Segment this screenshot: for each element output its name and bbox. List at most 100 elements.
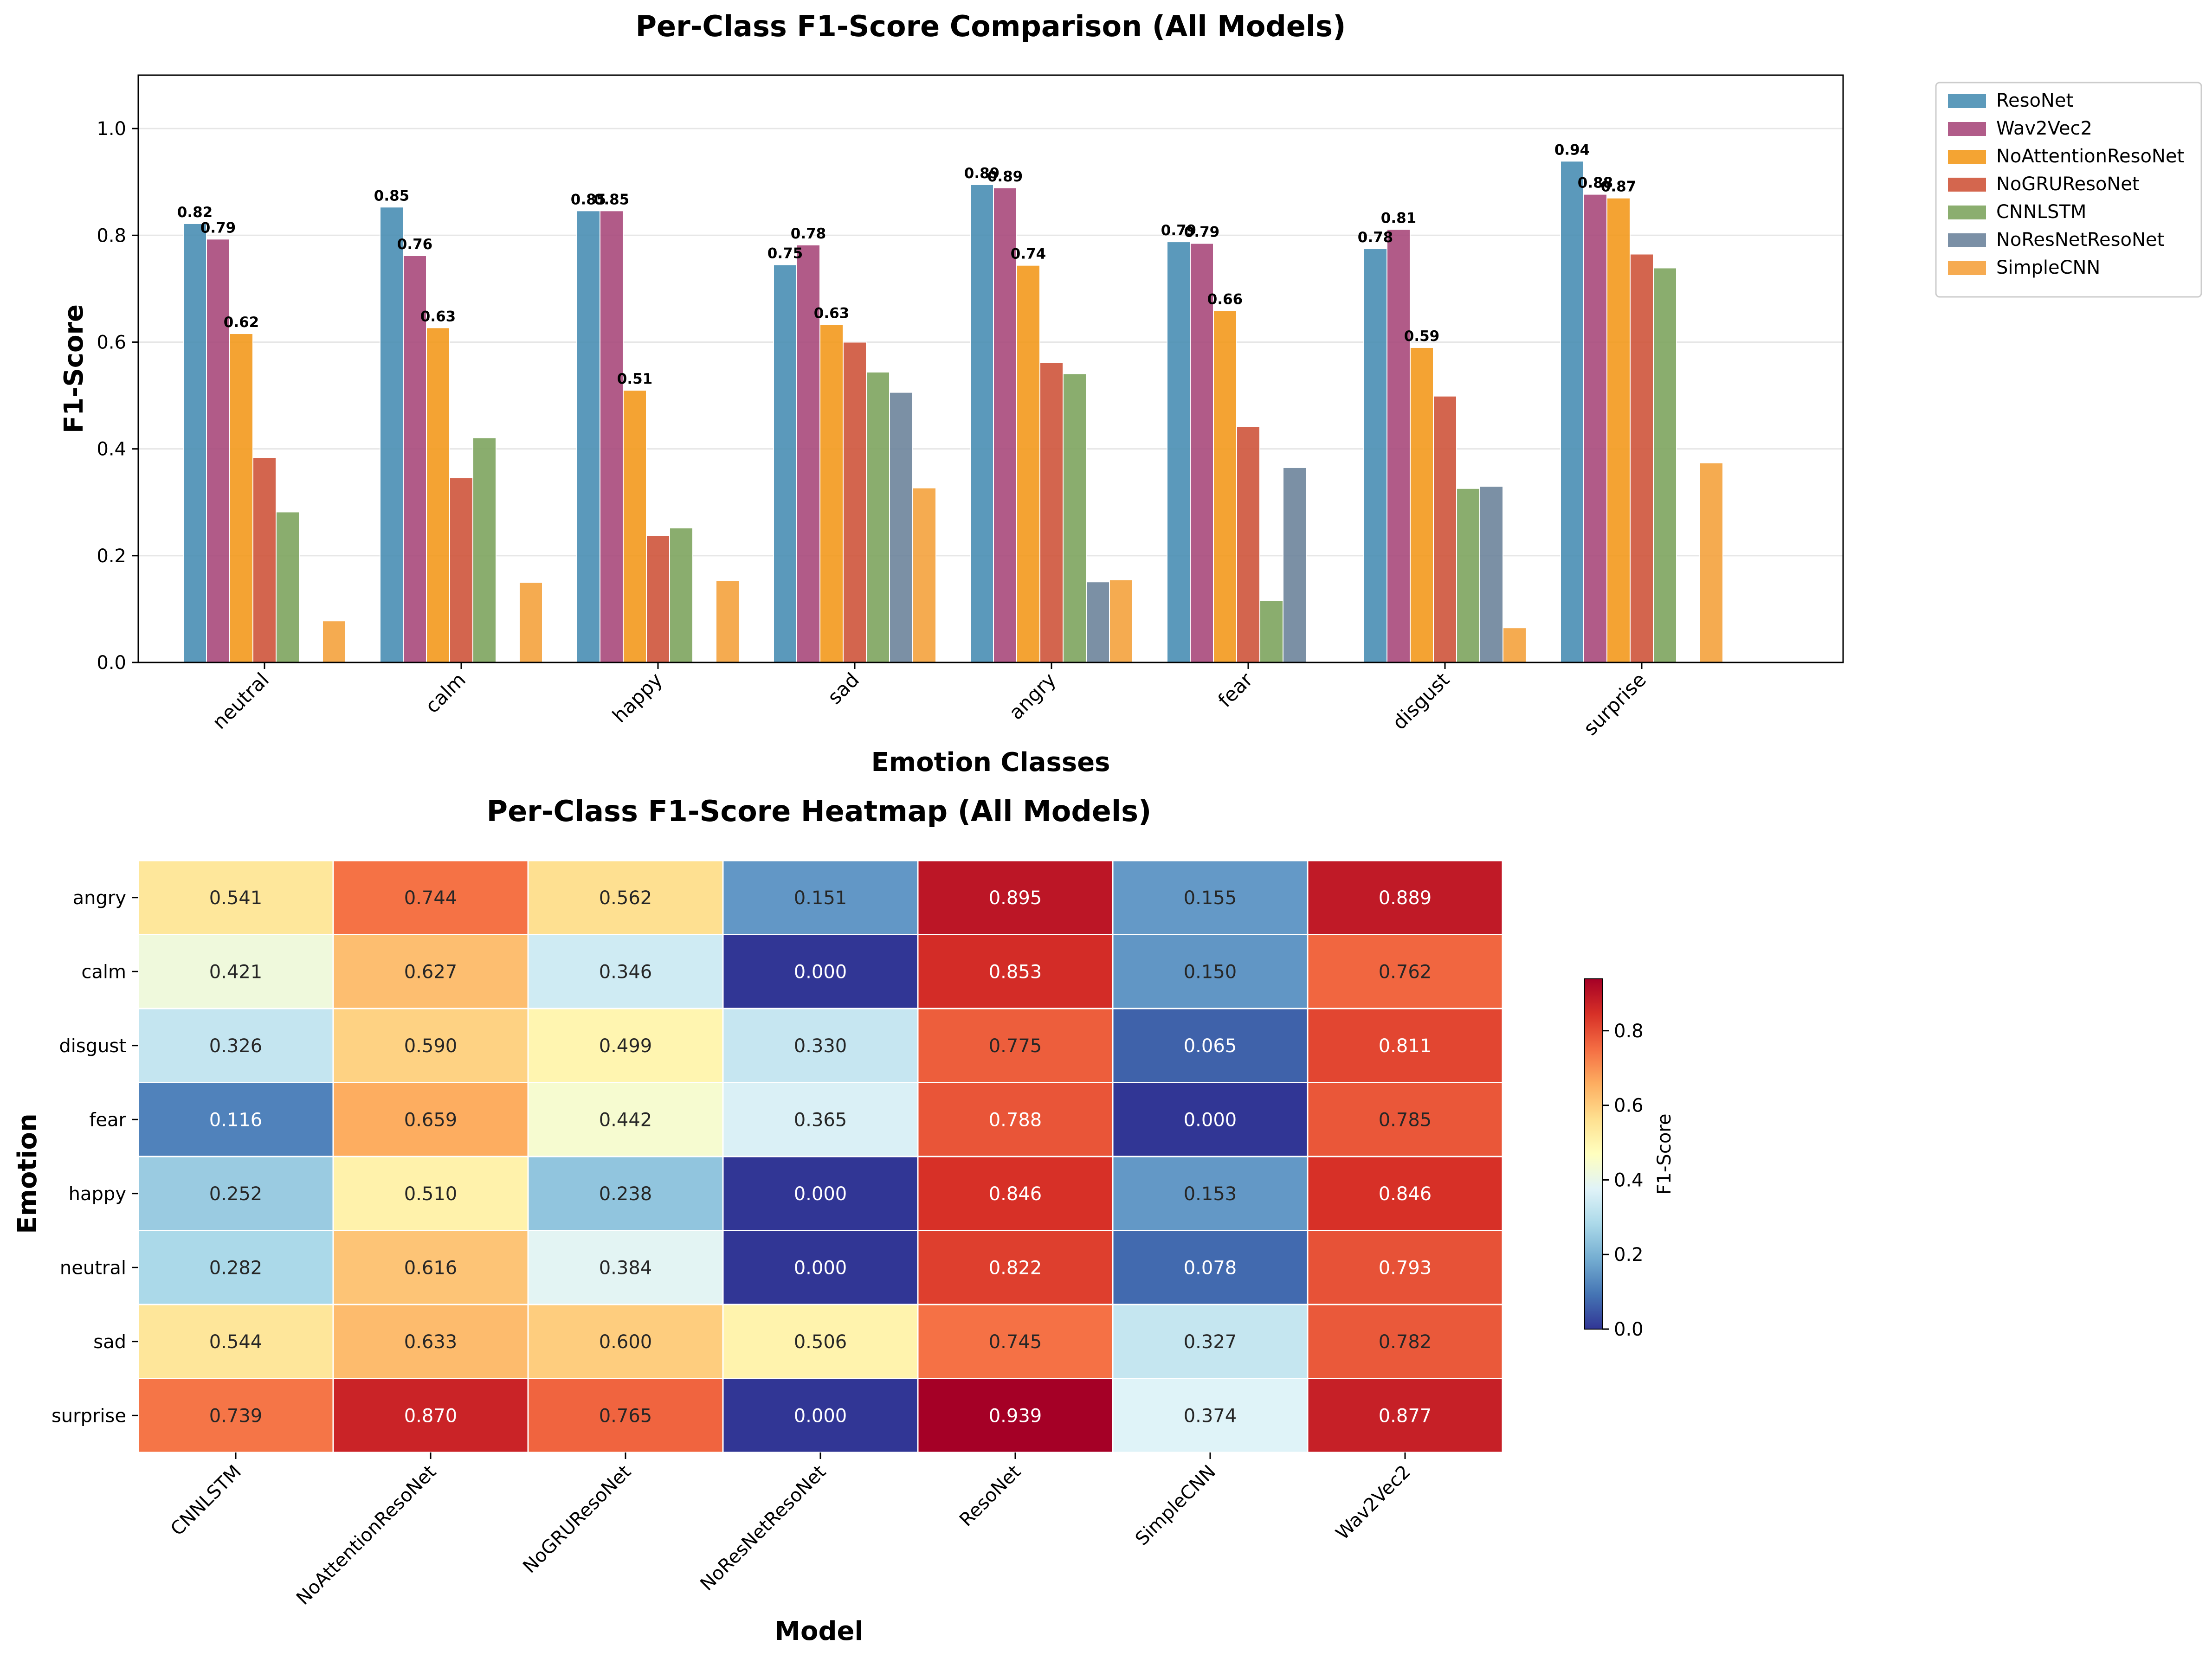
heatmap-chart: Per-Class F1-Score Heatmap (All Models) … bbox=[13, 794, 1675, 1646]
heatmap-cell-label: 0.282 bbox=[209, 1257, 263, 1279]
bar-value-label: 0.79 bbox=[200, 219, 236, 236]
bar-x-tick-label: sad bbox=[823, 668, 864, 708]
heatmap-column-label: Wav2Vec2 bbox=[1332, 1461, 1415, 1544]
heatmap-cell bbox=[527, 1230, 724, 1305]
heatmap-cell bbox=[1307, 1230, 1503, 1305]
bar bbox=[796, 244, 820, 663]
bar bbox=[1630, 253, 1654, 663]
heatmap-row-label: fear bbox=[89, 1109, 126, 1131]
bar-value-label: 0.63 bbox=[420, 308, 456, 325]
bar-value-label: 0.51 bbox=[617, 371, 653, 387]
heatmap-cell bbox=[332, 1378, 529, 1453]
bar bbox=[1560, 161, 1584, 663]
heatmap-cell-label: 0.238 bbox=[599, 1183, 652, 1205]
legend-label: ResoNet bbox=[1996, 90, 2073, 111]
legend-label: CNNLSTM bbox=[1996, 201, 2086, 223]
heatmap-cell-label: 0.811 bbox=[1379, 1035, 1432, 1057]
bar-y-tick-label: 0.2 bbox=[97, 546, 126, 567]
heatmap-cell-label: 0.600 bbox=[599, 1331, 652, 1353]
bar bbox=[252, 457, 277, 663]
heatmap-cell-label: 0.065 bbox=[1184, 1035, 1237, 1057]
bar bbox=[1479, 486, 1503, 663]
heatmap-cell-label: 0.939 bbox=[989, 1405, 1042, 1427]
heatmap-cell-label: 0.116 bbox=[209, 1109, 263, 1131]
heatmap-column-label: SimpleCNN bbox=[1131, 1461, 1220, 1550]
heatmap-cell bbox=[917, 1378, 1114, 1453]
heatmap-column-label: NoGRUResoNet bbox=[519, 1461, 635, 1578]
bar-value-label: 0.79 bbox=[1184, 224, 1220, 241]
heatmap-cell bbox=[917, 1008, 1114, 1083]
heatmap-cell-label: 0.762 bbox=[1379, 961, 1432, 983]
heatmap-cell-label: 0.510 bbox=[404, 1183, 458, 1205]
bar bbox=[1433, 395, 1457, 663]
heatmap-cell-label: 0.590 bbox=[404, 1035, 458, 1057]
heatmap-cell bbox=[527, 934, 724, 1009]
bar-x-tick-label: fear bbox=[1213, 668, 1257, 712]
heatmap-cell bbox=[917, 934, 1114, 1009]
bar-value-label: 0.78 bbox=[791, 225, 826, 242]
bar bbox=[449, 477, 473, 663]
heatmap-cell-label: 0.627 bbox=[404, 961, 458, 983]
bar bbox=[206, 238, 230, 663]
colorbar-tick-label: 0.4 bbox=[1614, 1170, 1644, 1191]
bar-value-label: 0.94 bbox=[1554, 141, 1590, 158]
bar-value-label: 0.85 bbox=[571, 191, 606, 208]
legend-label: NoAttentionResoNet bbox=[1996, 146, 2184, 167]
heatmap-cell bbox=[332, 1230, 529, 1305]
heatmap-row-label: surprise bbox=[52, 1405, 126, 1427]
heatmap-cell-label: 0.877 bbox=[1379, 1405, 1432, 1427]
heatmap-row-label: calm bbox=[81, 961, 126, 983]
bar bbox=[1699, 462, 1723, 663]
bar-value-label: 0.74 bbox=[1011, 246, 1046, 263]
heatmap-cell-label: 0.000 bbox=[794, 1257, 847, 1279]
bar bbox=[1016, 264, 1040, 663]
legend-swatch bbox=[1948, 206, 1986, 219]
heatmap-cell-label: 0.078 bbox=[1184, 1257, 1237, 1279]
heatmap-cell-label: 0.506 bbox=[794, 1331, 847, 1353]
heatmap-cell bbox=[1112, 1082, 1309, 1157]
bar-value-label: 0.88 bbox=[1578, 175, 1613, 192]
legend-label: NoResNetResoNet bbox=[1996, 229, 2164, 251]
legend-frame bbox=[1935, 82, 2202, 298]
bar-value-label: 0.87 bbox=[1601, 179, 1637, 195]
heatmap-cell-label: 0.252 bbox=[209, 1183, 263, 1205]
heatmap-x-axis-label: Model bbox=[774, 1616, 863, 1646]
bar-x-ticks: neutral calm happy sad angry fear disgust surpr… bbox=[208, 662, 1651, 740]
bar bbox=[1190, 243, 1214, 663]
heatmap-row-label: disgust bbox=[59, 1035, 126, 1057]
bar bbox=[1653, 267, 1677, 663]
bar-y-tick-label: 0.0 bbox=[97, 652, 126, 674]
heatmap-cell bbox=[1112, 1156, 1309, 1231]
colorbar-label: F1-Score bbox=[1654, 1114, 1675, 1195]
bar-x-tick-label: calm bbox=[421, 668, 470, 717]
heatmap-cell bbox=[137, 1008, 334, 1083]
heatmap-cell bbox=[1307, 1378, 1503, 1453]
heatmap-cell-label: 0.846 bbox=[989, 1183, 1042, 1205]
heatmap-cell bbox=[527, 1378, 724, 1453]
bar bbox=[716, 580, 740, 663]
heatmap-row-label: neutral bbox=[60, 1257, 126, 1279]
bar bbox=[1236, 426, 1260, 663]
heatmap-cell bbox=[722, 934, 919, 1009]
heatmap-cell-label: 0.000 bbox=[794, 961, 847, 983]
heatmap-cell bbox=[722, 860, 919, 935]
heatmap-cell bbox=[332, 934, 529, 1009]
bar bbox=[426, 327, 450, 663]
heatmap-row-labels: angry calm disgust fear happy neutral sad surpr… bbox=[52, 887, 138, 1427]
heatmap-title: Per-Class F1-Score Heatmap (All Models) bbox=[487, 794, 1152, 828]
heatmap-cell-label: 0.384 bbox=[599, 1257, 652, 1279]
heatmap-row-label: angry bbox=[73, 887, 126, 909]
heatmap-cell-label: 0.889 bbox=[1379, 887, 1432, 909]
bar-value-label: 0.81 bbox=[1381, 210, 1417, 227]
bar-plot-frame bbox=[137, 74, 1844, 663]
bar bbox=[229, 333, 253, 663]
bar bbox=[1213, 310, 1237, 663]
heatmap-cell-label: 0.853 bbox=[989, 961, 1042, 983]
bar-x-tick-label: disgust bbox=[1388, 668, 1454, 734]
heatmap-cell-label: 0.793 bbox=[1379, 1257, 1432, 1279]
bar-y-axis-label: F1-Score bbox=[59, 304, 89, 433]
heatmap-cell-label: 0.659 bbox=[404, 1109, 458, 1131]
bar bbox=[1363, 248, 1387, 663]
heatmap-cell bbox=[1112, 860, 1309, 935]
colorbar-tick-label: 0.0 bbox=[1614, 1319, 1644, 1340]
